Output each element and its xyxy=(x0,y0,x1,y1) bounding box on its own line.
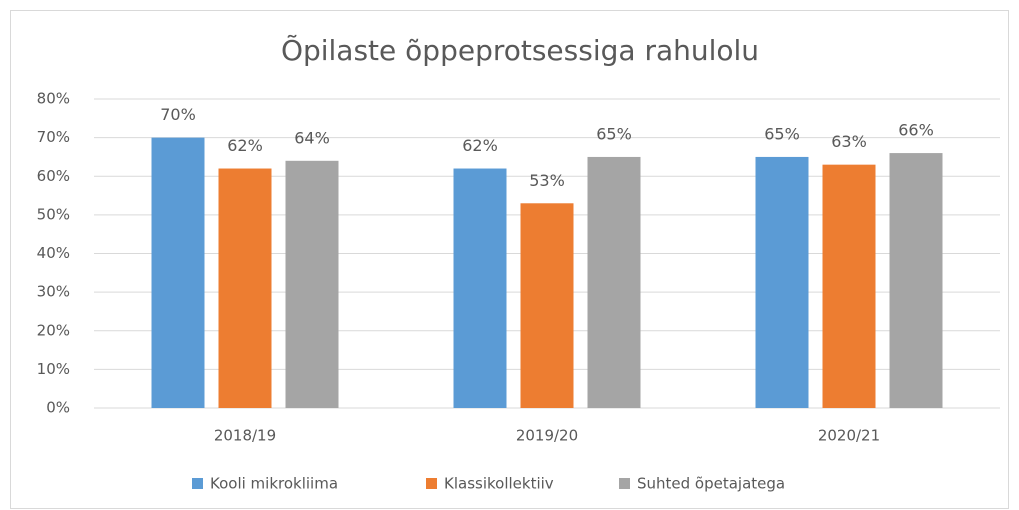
data-label: 65% xyxy=(764,124,800,143)
bar xyxy=(285,160,339,408)
chart-title: Õpilaste õppeprotsessiga rahulolu xyxy=(281,33,759,67)
x-tick-label: 2019/20 xyxy=(516,427,578,445)
x-tick-label: 2020/21 xyxy=(818,427,880,445)
data-label: 66% xyxy=(898,121,934,140)
data-label: 62% xyxy=(227,136,263,155)
data-label: 53% xyxy=(529,171,565,190)
legend-swatch xyxy=(426,478,437,489)
bar xyxy=(520,203,574,408)
data-label: 62% xyxy=(462,136,498,155)
data-label: 64% xyxy=(294,128,330,147)
y-tick-label: 20% xyxy=(37,321,70,339)
y-tick-label: 50% xyxy=(37,205,70,223)
y-tick-label: 60% xyxy=(37,167,70,185)
x-tick-label: 2018/19 xyxy=(214,427,276,445)
y-tick-label: 30% xyxy=(37,283,70,301)
y-tick-label: 10% xyxy=(37,360,70,378)
bar xyxy=(889,153,943,408)
bar xyxy=(453,168,507,408)
y-tick-label: 0% xyxy=(46,399,70,417)
legend-swatch xyxy=(192,478,203,489)
y-tick-label: 40% xyxy=(37,244,70,262)
data-label: 65% xyxy=(596,124,632,143)
legend-label: Klassikollektiiv xyxy=(444,475,554,493)
bar xyxy=(822,164,876,408)
bar xyxy=(218,168,272,408)
legend-label: Kooli mikrokliima xyxy=(210,475,338,493)
bar xyxy=(755,156,809,408)
bar xyxy=(151,137,205,408)
y-tick-label: 70% xyxy=(37,128,70,146)
legend-swatch xyxy=(619,478,630,489)
legend-label: Suhted õpetajatega xyxy=(637,475,785,493)
y-tick-label: 80% xyxy=(37,90,70,108)
bar xyxy=(587,156,641,408)
data-label: 63% xyxy=(831,132,867,151)
data-label: 70% xyxy=(160,105,196,124)
